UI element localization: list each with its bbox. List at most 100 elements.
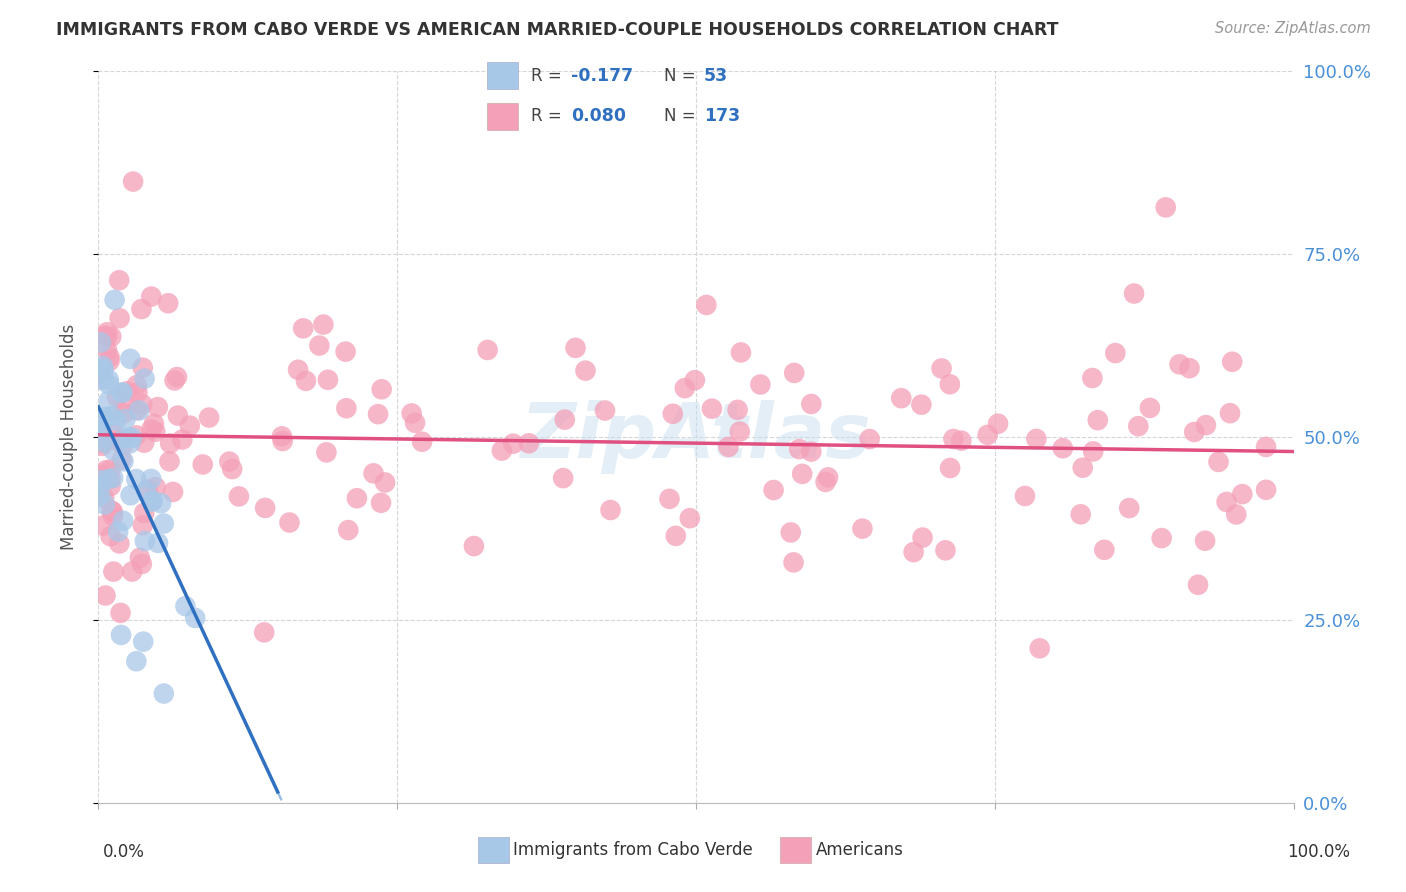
Point <box>110 628 132 642</box>
Point <box>1070 508 1092 522</box>
Point <box>110 606 132 620</box>
Point <box>153 687 176 701</box>
Point <box>91 439 114 453</box>
Point <box>903 545 925 559</box>
Point <box>125 654 148 668</box>
Point <box>337 523 360 537</box>
Point <box>103 443 125 458</box>
Point <box>103 471 125 485</box>
Point <box>163 374 186 388</box>
Point <box>1220 355 1243 369</box>
Point <box>665 529 688 543</box>
Point <box>111 452 134 467</box>
Point <box>120 488 142 502</box>
Point <box>96 330 118 344</box>
Point <box>1168 357 1191 371</box>
Point <box>121 565 143 579</box>
Point <box>100 462 122 476</box>
Point <box>792 467 814 481</box>
Point <box>128 550 150 565</box>
Point <box>118 436 141 450</box>
Point <box>96 343 118 357</box>
Point <box>100 529 122 543</box>
Text: N =: N = <box>664 107 700 125</box>
Point <box>125 428 148 442</box>
Point <box>411 434 433 449</box>
Text: 53: 53 <box>704 67 728 85</box>
Point <box>167 409 190 423</box>
Point <box>122 175 145 189</box>
Point <box>762 483 785 497</box>
Point <box>91 373 114 387</box>
Point <box>574 364 596 378</box>
Point <box>172 433 194 447</box>
Point <box>141 472 163 486</box>
Point <box>673 381 696 395</box>
Point <box>278 516 301 530</box>
Point <box>120 351 142 366</box>
Point <box>91 359 114 373</box>
Point <box>1182 425 1205 439</box>
Point <box>141 422 163 436</box>
Point <box>987 417 1010 431</box>
Point <box>104 293 127 307</box>
Point <box>100 472 122 486</box>
Point <box>254 500 277 515</box>
Point <box>108 273 131 287</box>
Point <box>91 436 114 450</box>
Point <box>132 518 155 533</box>
Point <box>370 496 392 510</box>
Point <box>1081 444 1104 458</box>
Text: 0.0%: 0.0% <box>103 843 145 861</box>
Point <box>89 420 111 434</box>
Point <box>1208 455 1230 469</box>
Point <box>125 403 148 417</box>
Point <box>287 363 309 377</box>
Point <box>107 524 129 539</box>
Point <box>335 401 357 416</box>
Point <box>98 354 121 368</box>
Point <box>89 473 111 487</box>
Point <box>1178 361 1201 376</box>
Point <box>111 385 134 400</box>
Point <box>363 467 385 481</box>
Point <box>91 435 114 450</box>
Point <box>100 409 122 423</box>
Point <box>554 412 576 426</box>
Point <box>134 506 156 520</box>
Point <box>717 440 740 454</box>
Point <box>89 361 111 376</box>
Point <box>100 479 122 493</box>
Point <box>146 400 169 414</box>
Point <box>814 475 837 489</box>
Point <box>159 454 181 468</box>
Text: IMMIGRANTS FROM CABO VERDE VS AMERICAN MARRIED-COUPLE HOUSEHOLDS CORRELATION CHA: IMMIGRANTS FROM CABO VERDE VS AMERICAN M… <box>56 21 1059 38</box>
Point <box>89 414 111 428</box>
Point <box>695 298 717 312</box>
Point <box>162 484 184 499</box>
Point <box>817 470 839 484</box>
Point <box>463 539 485 553</box>
Point <box>142 417 165 431</box>
Point <box>730 345 752 359</box>
Point <box>800 444 823 458</box>
Point <box>700 401 723 416</box>
Point <box>312 318 335 332</box>
Point <box>128 403 150 417</box>
Point <box>1254 483 1277 497</box>
Point <box>221 462 243 476</box>
Point <box>553 471 575 485</box>
Point <box>105 434 128 448</box>
Point <box>91 518 114 533</box>
Point <box>134 371 156 385</box>
Point <box>98 350 121 364</box>
Point <box>662 407 685 421</box>
Point <box>295 374 318 388</box>
Point <box>782 555 804 569</box>
Text: 0.080: 0.080 <box>571 107 626 125</box>
Text: R =: R = <box>530 107 567 125</box>
Point <box>131 397 153 411</box>
Point <box>950 434 973 448</box>
Point <box>1150 531 1173 545</box>
Point <box>1215 495 1237 509</box>
